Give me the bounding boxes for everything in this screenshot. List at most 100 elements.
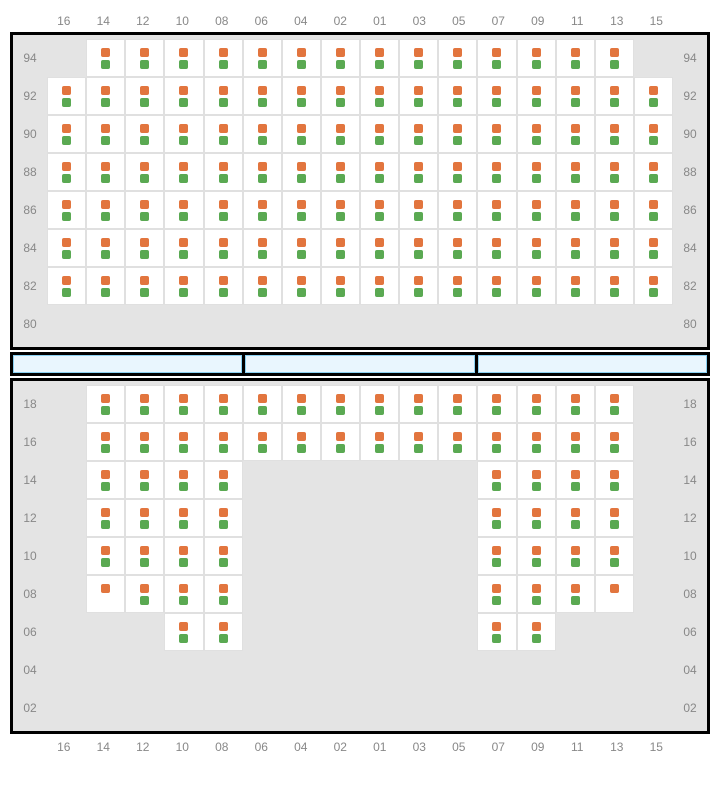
seat-cell[interactable] bbox=[204, 191, 243, 229]
seat-cell[interactable] bbox=[204, 77, 243, 115]
seat-cell[interactable] bbox=[86, 229, 125, 267]
seat-cell[interactable] bbox=[86, 115, 125, 153]
seat-cell[interactable] bbox=[243, 115, 282, 153]
seat-cell[interactable] bbox=[517, 423, 556, 461]
seat-cell[interactable] bbox=[477, 613, 516, 651]
seat-cell[interactable] bbox=[556, 229, 595, 267]
seat-cell[interactable] bbox=[164, 537, 203, 575]
seat-cell[interactable] bbox=[243, 39, 282, 77]
seat-cell[interactable] bbox=[360, 267, 399, 305]
seat-cell[interactable] bbox=[47, 77, 86, 115]
seat-cell[interactable] bbox=[595, 423, 634, 461]
seat-cell[interactable] bbox=[517, 191, 556, 229]
seat-cell[interactable] bbox=[477, 115, 516, 153]
seat-cell[interactable] bbox=[282, 115, 321, 153]
seat-cell[interactable] bbox=[321, 229, 360, 267]
seat-cell[interactable] bbox=[125, 575, 164, 613]
seat-cell[interactable] bbox=[164, 613, 203, 651]
seat-cell[interactable] bbox=[164, 499, 203, 537]
seat-cell[interactable] bbox=[556, 499, 595, 537]
seat-cell[interactable] bbox=[321, 191, 360, 229]
seat-cell[interactable] bbox=[164, 267, 203, 305]
seat-cell[interactable] bbox=[595, 153, 634, 191]
seat-cell[interactable] bbox=[321, 385, 360, 423]
seat-cell[interactable] bbox=[164, 575, 203, 613]
seat-cell[interactable] bbox=[125, 537, 164, 575]
seat-cell[interactable] bbox=[360, 39, 399, 77]
seat-cell[interactable] bbox=[321, 423, 360, 461]
seat-cell[interactable] bbox=[164, 115, 203, 153]
seat-cell[interactable] bbox=[438, 423, 477, 461]
seat-cell[interactable] bbox=[595, 461, 634, 499]
seat-cell[interactable] bbox=[634, 77, 673, 115]
seat-cell[interactable] bbox=[556, 191, 595, 229]
seat-cell[interactable] bbox=[556, 153, 595, 191]
seat-cell[interactable] bbox=[282, 267, 321, 305]
seat-cell[interactable] bbox=[634, 115, 673, 153]
seat-cell[interactable] bbox=[86, 39, 125, 77]
seat-cell[interactable] bbox=[204, 423, 243, 461]
seat-cell[interactable] bbox=[595, 267, 634, 305]
seat-cell[interactable] bbox=[204, 153, 243, 191]
seat-cell[interactable] bbox=[47, 191, 86, 229]
seat-cell[interactable] bbox=[282, 229, 321, 267]
seat-cell[interactable] bbox=[86, 575, 125, 613]
seat-cell[interactable] bbox=[282, 385, 321, 423]
seat-cell[interactable] bbox=[164, 153, 203, 191]
seat-cell[interactable] bbox=[282, 191, 321, 229]
seat-cell[interactable] bbox=[556, 385, 595, 423]
seat-cell[interactable] bbox=[399, 423, 438, 461]
seat-cell[interactable] bbox=[477, 423, 516, 461]
seat-cell[interactable] bbox=[399, 39, 438, 77]
seat-cell[interactable] bbox=[360, 385, 399, 423]
seat-cell[interactable] bbox=[595, 499, 634, 537]
seat-cell[interactable] bbox=[204, 537, 243, 575]
seat-cell[interactable] bbox=[125, 499, 164, 537]
seat-cell[interactable] bbox=[595, 115, 634, 153]
seat-cell[interactable] bbox=[282, 423, 321, 461]
seat-cell[interactable] bbox=[360, 77, 399, 115]
seat-cell[interactable] bbox=[517, 537, 556, 575]
seat-cell[interactable] bbox=[477, 77, 516, 115]
seat-cell[interactable] bbox=[517, 115, 556, 153]
seat-cell[interactable] bbox=[556, 537, 595, 575]
seat-cell[interactable] bbox=[517, 575, 556, 613]
seat-cell[interactable] bbox=[125, 153, 164, 191]
seat-cell[interactable] bbox=[517, 613, 556, 651]
seat-cell[interactable] bbox=[360, 191, 399, 229]
seat-cell[interactable] bbox=[517, 153, 556, 191]
seat-cell[interactable] bbox=[399, 115, 438, 153]
seat-cell[interactable] bbox=[595, 575, 634, 613]
seat-cell[interactable] bbox=[399, 229, 438, 267]
seat-cell[interactable] bbox=[477, 575, 516, 613]
seat-cell[interactable] bbox=[47, 267, 86, 305]
seat-cell[interactable] bbox=[438, 191, 477, 229]
seat-cell[interactable] bbox=[556, 461, 595, 499]
seat-cell[interactable] bbox=[321, 153, 360, 191]
seat-cell[interactable] bbox=[204, 385, 243, 423]
seat-cell[interactable] bbox=[517, 385, 556, 423]
seat-cell[interactable] bbox=[86, 423, 125, 461]
seat-cell[interactable] bbox=[164, 39, 203, 77]
seat-cell[interactable] bbox=[399, 77, 438, 115]
seat-cell[interactable] bbox=[517, 39, 556, 77]
seat-cell[interactable] bbox=[164, 423, 203, 461]
seat-cell[interactable] bbox=[360, 115, 399, 153]
seat-cell[interactable] bbox=[399, 385, 438, 423]
seat-cell[interactable] bbox=[125, 229, 164, 267]
seat-cell[interactable] bbox=[477, 229, 516, 267]
seat-cell[interactable] bbox=[517, 461, 556, 499]
seat-cell[interactable] bbox=[204, 115, 243, 153]
seat-cell[interactable] bbox=[517, 267, 556, 305]
seat-cell[interactable] bbox=[438, 115, 477, 153]
seat-cell[interactable] bbox=[243, 191, 282, 229]
seat-cell[interactable] bbox=[243, 229, 282, 267]
seat-cell[interactable] bbox=[438, 267, 477, 305]
seat-cell[interactable] bbox=[243, 153, 282, 191]
seat-cell[interactable] bbox=[86, 267, 125, 305]
seat-cell[interactable] bbox=[86, 191, 125, 229]
seat-cell[interactable] bbox=[595, 191, 634, 229]
seat-cell[interactable] bbox=[477, 385, 516, 423]
seat-cell[interactable] bbox=[164, 229, 203, 267]
seat-cell[interactable] bbox=[634, 191, 673, 229]
